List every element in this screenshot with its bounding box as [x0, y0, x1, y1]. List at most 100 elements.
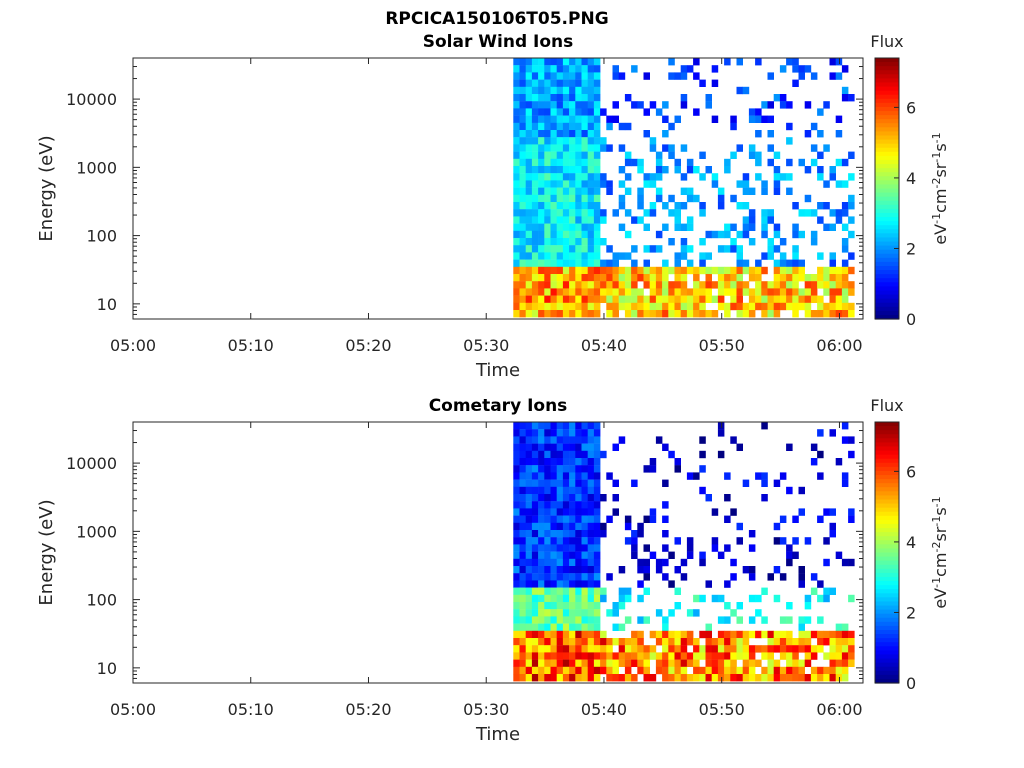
heatmap-cell	[680, 274, 688, 282]
heatmap-cell	[538, 537, 545, 545]
heatmap-cell	[587, 630, 595, 639]
heatmap-cell	[786, 486, 793, 495]
heatmap-cell	[686, 674, 694, 682]
heatmap-cell	[525, 566, 533, 574]
colorbar-swatch	[875, 487, 899, 492]
heatmap-cell	[779, 472, 787, 480]
heatmap-cell	[711, 594, 719, 603]
heatmap-cell	[755, 58, 762, 66]
heatmap-cell	[631, 216, 638, 224]
heatmap-cell	[519, 180, 526, 188]
heatmap-cell	[550, 638, 557, 646]
heatmap-cell	[525, 429, 533, 437]
heatmap-cell	[804, 616, 812, 624]
heatmap-cell	[600, 659, 607, 667]
heatmap-cell	[823, 266, 830, 275]
heatmap-cell	[748, 666, 756, 675]
heatmap-cell	[513, 86, 520, 95]
heatmap-cell	[519, 288, 526, 296]
heatmap-cell	[525, 137, 533, 145]
heatmap-cell	[773, 180, 781, 188]
heatmap-cell	[699, 252, 706, 260]
heatmap-cell	[761, 223, 768, 231]
heatmap-cell	[562, 429, 570, 437]
heatmap-cell	[581, 602, 588, 610]
heatmap-cell	[513, 72, 520, 80]
heatmap-cell	[841, 259, 849, 267]
heatmap-cell	[786, 659, 793, 667]
colorbar-swatch	[875, 245, 899, 251]
heatmap-cell	[848, 202, 855, 210]
heatmap-cell	[581, 530, 588, 538]
colorbar-swatch	[875, 528, 899, 533]
heatmap-cell	[835, 645, 843, 653]
heatmap-cell	[668, 238, 675, 246]
heatmap-cell	[755, 281, 762, 289]
heatmap-cell	[618, 122, 626, 131]
heatmap-cell	[841, 209, 849, 217]
heatmap-cell	[513, 238, 520, 246]
colorbar-units-label: eV-1cm-2sr-1s-1	[930, 496, 950, 608]
heatmap-cell	[531, 530, 539, 538]
heatmap-cell	[736, 443, 743, 451]
heatmap-cell	[612, 252, 619, 260]
heatmap-cell	[581, 295, 588, 303]
heatmap-cell	[569, 108, 576, 116]
heatmap-cell	[531, 288, 539, 296]
heatmap-cell	[637, 652, 644, 660]
heatmap-cell	[835, 659, 843, 667]
heatmap-cell	[587, 515, 595, 523]
heatmap-cell	[643, 573, 650, 581]
heatmap-cell	[581, 674, 588, 682]
heatmap-cell	[637, 158, 644, 167]
heatmap-cell	[674, 302, 681, 311]
heatmap-cell	[680, 65, 688, 73]
heatmap-cell	[761, 645, 768, 653]
heatmap-cell	[513, 259, 520, 267]
heatmap-cell	[519, 65, 526, 73]
colorbar-swatch	[875, 491, 899, 497]
heatmap-cell	[680, 223, 688, 231]
heatmap-cell	[624, 659, 632, 667]
colorbar-swatch	[875, 212, 899, 218]
heatmap-cell	[513, 295, 520, 303]
heatmap-cell	[693, 594, 700, 603]
heatmap-cell	[655, 108, 663, 116]
heatmap-cell	[562, 494, 570, 502]
heatmap-cell	[606, 259, 613, 267]
heatmap-cell	[538, 266, 545, 275]
heatmap-cell	[668, 580, 675, 588]
heatmap-cell	[569, 144, 576, 152]
heatmap-cell	[606, 302, 613, 311]
heatmap-cell	[519, 130, 526, 138]
heatmap-cell	[593, 472, 601, 480]
heatmap-cell	[668, 666, 675, 675]
heatmap-cell	[767, 666, 774, 675]
heatmap-cell	[556, 274, 564, 282]
heatmap-cell	[569, 429, 576, 437]
heatmap-cell	[810, 458, 818, 466]
heatmap-cell	[705, 295, 712, 303]
heatmap-cell	[587, 180, 595, 188]
heatmap-cell	[531, 252, 539, 260]
heatmap-cell	[699, 295, 706, 303]
heatmap-cell	[792, 252, 799, 260]
heatmap-cell	[575, 623, 582, 631]
heatmap-cell	[699, 436, 706, 444]
heatmap-cell	[662, 202, 669, 210]
heatmap-cell	[730, 558, 737, 567]
heatmap-cell	[804, 674, 812, 682]
heatmap-cell	[810, 72, 818, 80]
heatmap-cell	[531, 645, 539, 653]
heatmap-cell	[593, 616, 601, 624]
heatmap-cell	[531, 666, 539, 675]
heatmap-cell	[593, 79, 601, 87]
heatmap-cell	[773, 638, 781, 646]
heatmap-cell	[550, 522, 557, 531]
heatmap-cell	[686, 609, 694, 617]
heatmap-cell	[538, 616, 545, 624]
colorbar-swatch	[875, 589, 899, 594]
heatmap-cell	[525, 666, 533, 675]
heatmap-cell	[531, 137, 539, 145]
colorbar-swatch	[875, 298, 899, 304]
